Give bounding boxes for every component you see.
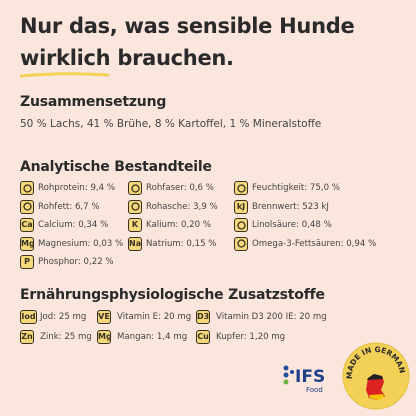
item-text: Rohfett: 6,7 %	[38, 201, 100, 212]
section-heading: Ernährungsphysiologische Zusatzstoffe	[20, 287, 325, 303]
item-text: Natrium: 0,15 %	[146, 238, 217, 249]
pictogram	[234, 181, 248, 195]
item-text: Rohprotein: 9,4 %	[38, 183, 116, 193]
icon: Ca	[20, 218, 34, 232]
item-text: Kupfer: 1,20 mg	[216, 332, 286, 342]
title-rest: brauchen.	[117, 46, 234, 70]
item-text: Zink: 25 mg	[40, 332, 92, 342]
highlight-text: wirklich	[20, 46, 111, 70]
icon: Na	[128, 236, 142, 251]
pictogram	[20, 199, 34, 214]
item-text: Magnesium: 0,03 %	[38, 238, 124, 249]
pictogram	[234, 218, 248, 232]
pictogram	[20, 181, 34, 195]
item-text: Calcium: 0,34 %	[38, 220, 109, 230]
ifs-logo: IFS Food	[283, 365, 325, 394]
pictogram	[234, 236, 248, 251]
item-text: Rohfaser: 0,6 %	[146, 183, 214, 193]
ifs-text: IFS	[295, 367, 325, 387]
icon: D3	[196, 310, 210, 324]
section-heading: Analytische Bestandteile	[20, 159, 212, 175]
item-text: Brennwert: 523 kJ	[252, 201, 329, 212]
item-text: Linolsäure: 0,48 %	[252, 220, 332, 230]
icon: VE	[97, 310, 111, 324]
composition-text: 50 % Lachs, 41 % Brühe, 8 % Kartoffel, 1…	[20, 118, 322, 130]
icon: Zn	[20, 330, 34, 344]
icon: Mg	[97, 330, 112, 344]
pictogram	[128, 181, 142, 195]
icon: K	[128, 218, 142, 232]
item-text: Omega-3-Fettsäuren: 0,94 %	[252, 238, 377, 249]
item-text: Kalium: 0,20 %	[146, 220, 212, 230]
ifs-sub: Food	[306, 386, 323, 394]
pictogram	[128, 199, 142, 214]
title-line: wirklich brauchen.	[20, 46, 234, 78]
icon: Iod	[20, 310, 37, 324]
item-text: Mangan: 1,4 mg	[117, 332, 188, 342]
icon: kJ	[234, 199, 248, 214]
section-heading: Zusammensetzung	[20, 94, 167, 110]
item-text: Rohasche: 3,9 %	[146, 201, 218, 212]
item-text: Vitamin E: 20 mg	[117, 312, 192, 322]
item-text: Vitamin D3 200 IE: 20 mg	[216, 312, 327, 322]
highlight: wirklich	[20, 46, 111, 78]
icon: P	[20, 255, 34, 269]
item-text: Jod: 25 mg	[40, 312, 87, 322]
item-text: Feuchtigkeit: 75,0 %	[252, 183, 340, 193]
title-line: Nur das, was sensible Hunde	[20, 14, 355, 38]
icon: Mg	[20, 236, 35, 251]
item-text: Phosphor: 0,22 %	[38, 257, 114, 267]
icon: Cu	[196, 330, 210, 344]
underline	[20, 72, 110, 78]
badge: MADE IN GERMANY	[340, 340, 410, 410]
